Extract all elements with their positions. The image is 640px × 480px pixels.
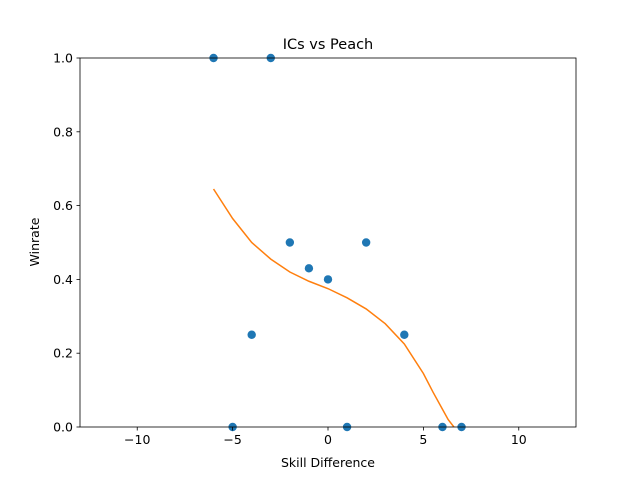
scatter-point [285, 238, 295, 247]
y-tick-label: 0.0 [53, 420, 73, 435]
x-tick-label: 5 [419, 432, 427, 447]
scatter-point [400, 330, 409, 339]
x-tick-label: −5 [223, 432, 241, 447]
y-tick-label: 0.2 [53, 346, 73, 361]
chart-title: ICs vs Peach [283, 37, 374, 53]
y-axis: 0.0 0.2 0.4 0.6 0.8 1.0 [53, 51, 80, 435]
fit-curve [212, 188, 455, 427]
x-tick-label: 0 [324, 432, 332, 447]
scatter-point [323, 275, 333, 284]
plot-layer [209, 53, 466, 432]
y-tick-label: 1.0 [53, 51, 73, 66]
x-axis-label: Skill Difference [281, 455, 375, 470]
y-axis-label: Winrate [27, 217, 42, 266]
y-tick-label: 0.8 [53, 124, 73, 139]
scatter-point [361, 238, 371, 247]
scatter-point [304, 264, 314, 273]
y-tick-label: 0.4 [53, 272, 73, 287]
x-tick-label: 10 [511, 432, 527, 447]
y-tick-label: 0.6 [53, 198, 73, 213]
x-tick-label: −10 [124, 432, 150, 447]
x-axis: −10 −5 0 5 10 [124, 427, 527, 447]
scatter-point [247, 330, 256, 339]
